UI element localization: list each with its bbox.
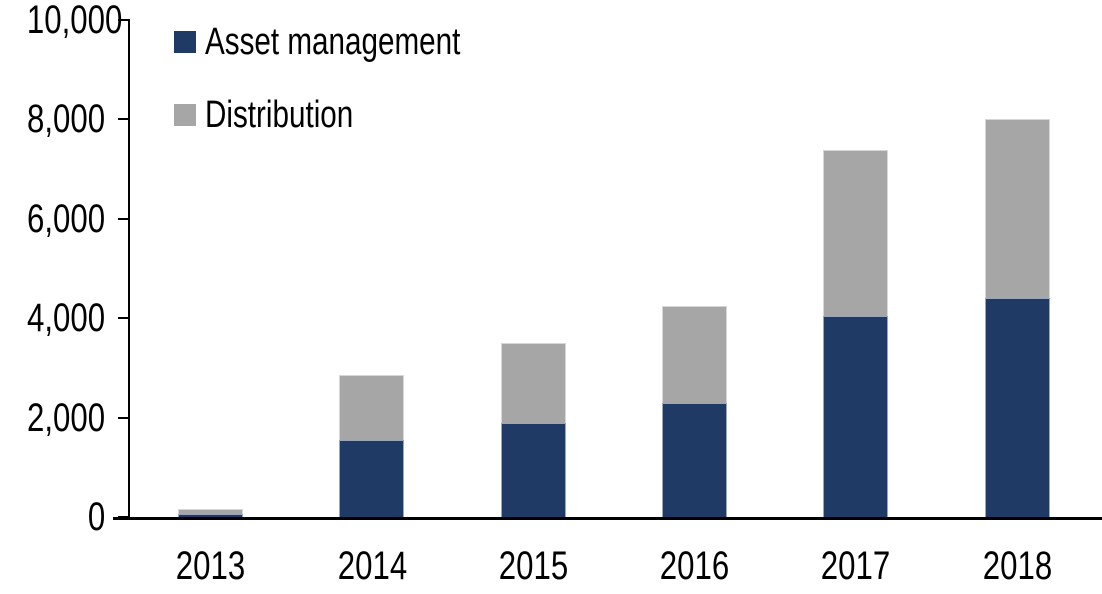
bar-segment-asset-management <box>339 440 405 517</box>
legend-label: Asset management <box>205 21 461 63</box>
y-axis-tick <box>118 217 129 220</box>
bar-segment-asset-management <box>662 403 728 517</box>
bar-segment-distribution <box>178 509 244 514</box>
x-axis-category-label: 2018 <box>982 544 1053 588</box>
legend-item-asset-management: Asset management <box>174 20 532 64</box>
y-axis-tick <box>118 516 129 518</box>
x-axis-category-label: 2013 <box>175 544 246 588</box>
x-axis-category-label: 2015 <box>498 544 569 588</box>
x-axis-category-label: 2017 <box>821 544 891 588</box>
legend-swatch-icon <box>174 31 196 53</box>
y-axis-tick-label: 10,000 <box>26 0 123 42</box>
bar-segment-distribution <box>984 119 1050 298</box>
y-axis-tick-label: 8,000 <box>26 97 105 142</box>
legend-label: Distribution <box>205 94 354 136</box>
y-axis-tick <box>118 317 129 320</box>
legend-swatch-icon <box>174 104 196 126</box>
y-axis-tick <box>118 416 129 419</box>
bar-group-2013 <box>130 20 291 517</box>
legend: Asset management Distribution <box>174 20 532 166</box>
y-axis-tick <box>118 118 129 121</box>
bar-segment-distribution <box>339 375 405 440</box>
y-axis-tick-label: 2,000 <box>26 395 105 440</box>
y-axis-tick-label: 6,000 <box>26 196 105 241</box>
bar-segment-asset-management <box>178 514 244 517</box>
y-axis-tick <box>118 19 129 21</box>
x-axis-category-label: 2016 <box>659 544 730 588</box>
bar-group-2018 <box>937 20 1098 517</box>
bar-segment-asset-management <box>823 316 889 517</box>
plot-area <box>130 20 1098 517</box>
bar-group-2015 <box>453 20 614 517</box>
legend-item-distribution: Distribution <box>174 93 532 137</box>
bar-segment-distribution <box>823 150 889 316</box>
bar-segment-asset-management <box>500 423 566 517</box>
bar-segment-distribution <box>662 306 728 403</box>
y-axis-tick-label: 0 <box>87 495 105 539</box>
bar-group-2014 <box>291 20 452 517</box>
y-axis-tick-label: 4,000 <box>26 296 105 341</box>
x-axis-category-label: 2014 <box>337 544 407 588</box>
bar-segment-distribution <box>500 343 566 423</box>
bar-group-2016 <box>614 20 775 517</box>
x-axis: 2013 2014 2015 2016 2017 2018 <box>130 544 1098 588</box>
bar-segment-asset-management <box>984 298 1050 517</box>
bar-group-2017 <box>775 20 936 517</box>
x-axis-line <box>113 517 1102 520</box>
y-axis-line <box>128 19 130 520</box>
